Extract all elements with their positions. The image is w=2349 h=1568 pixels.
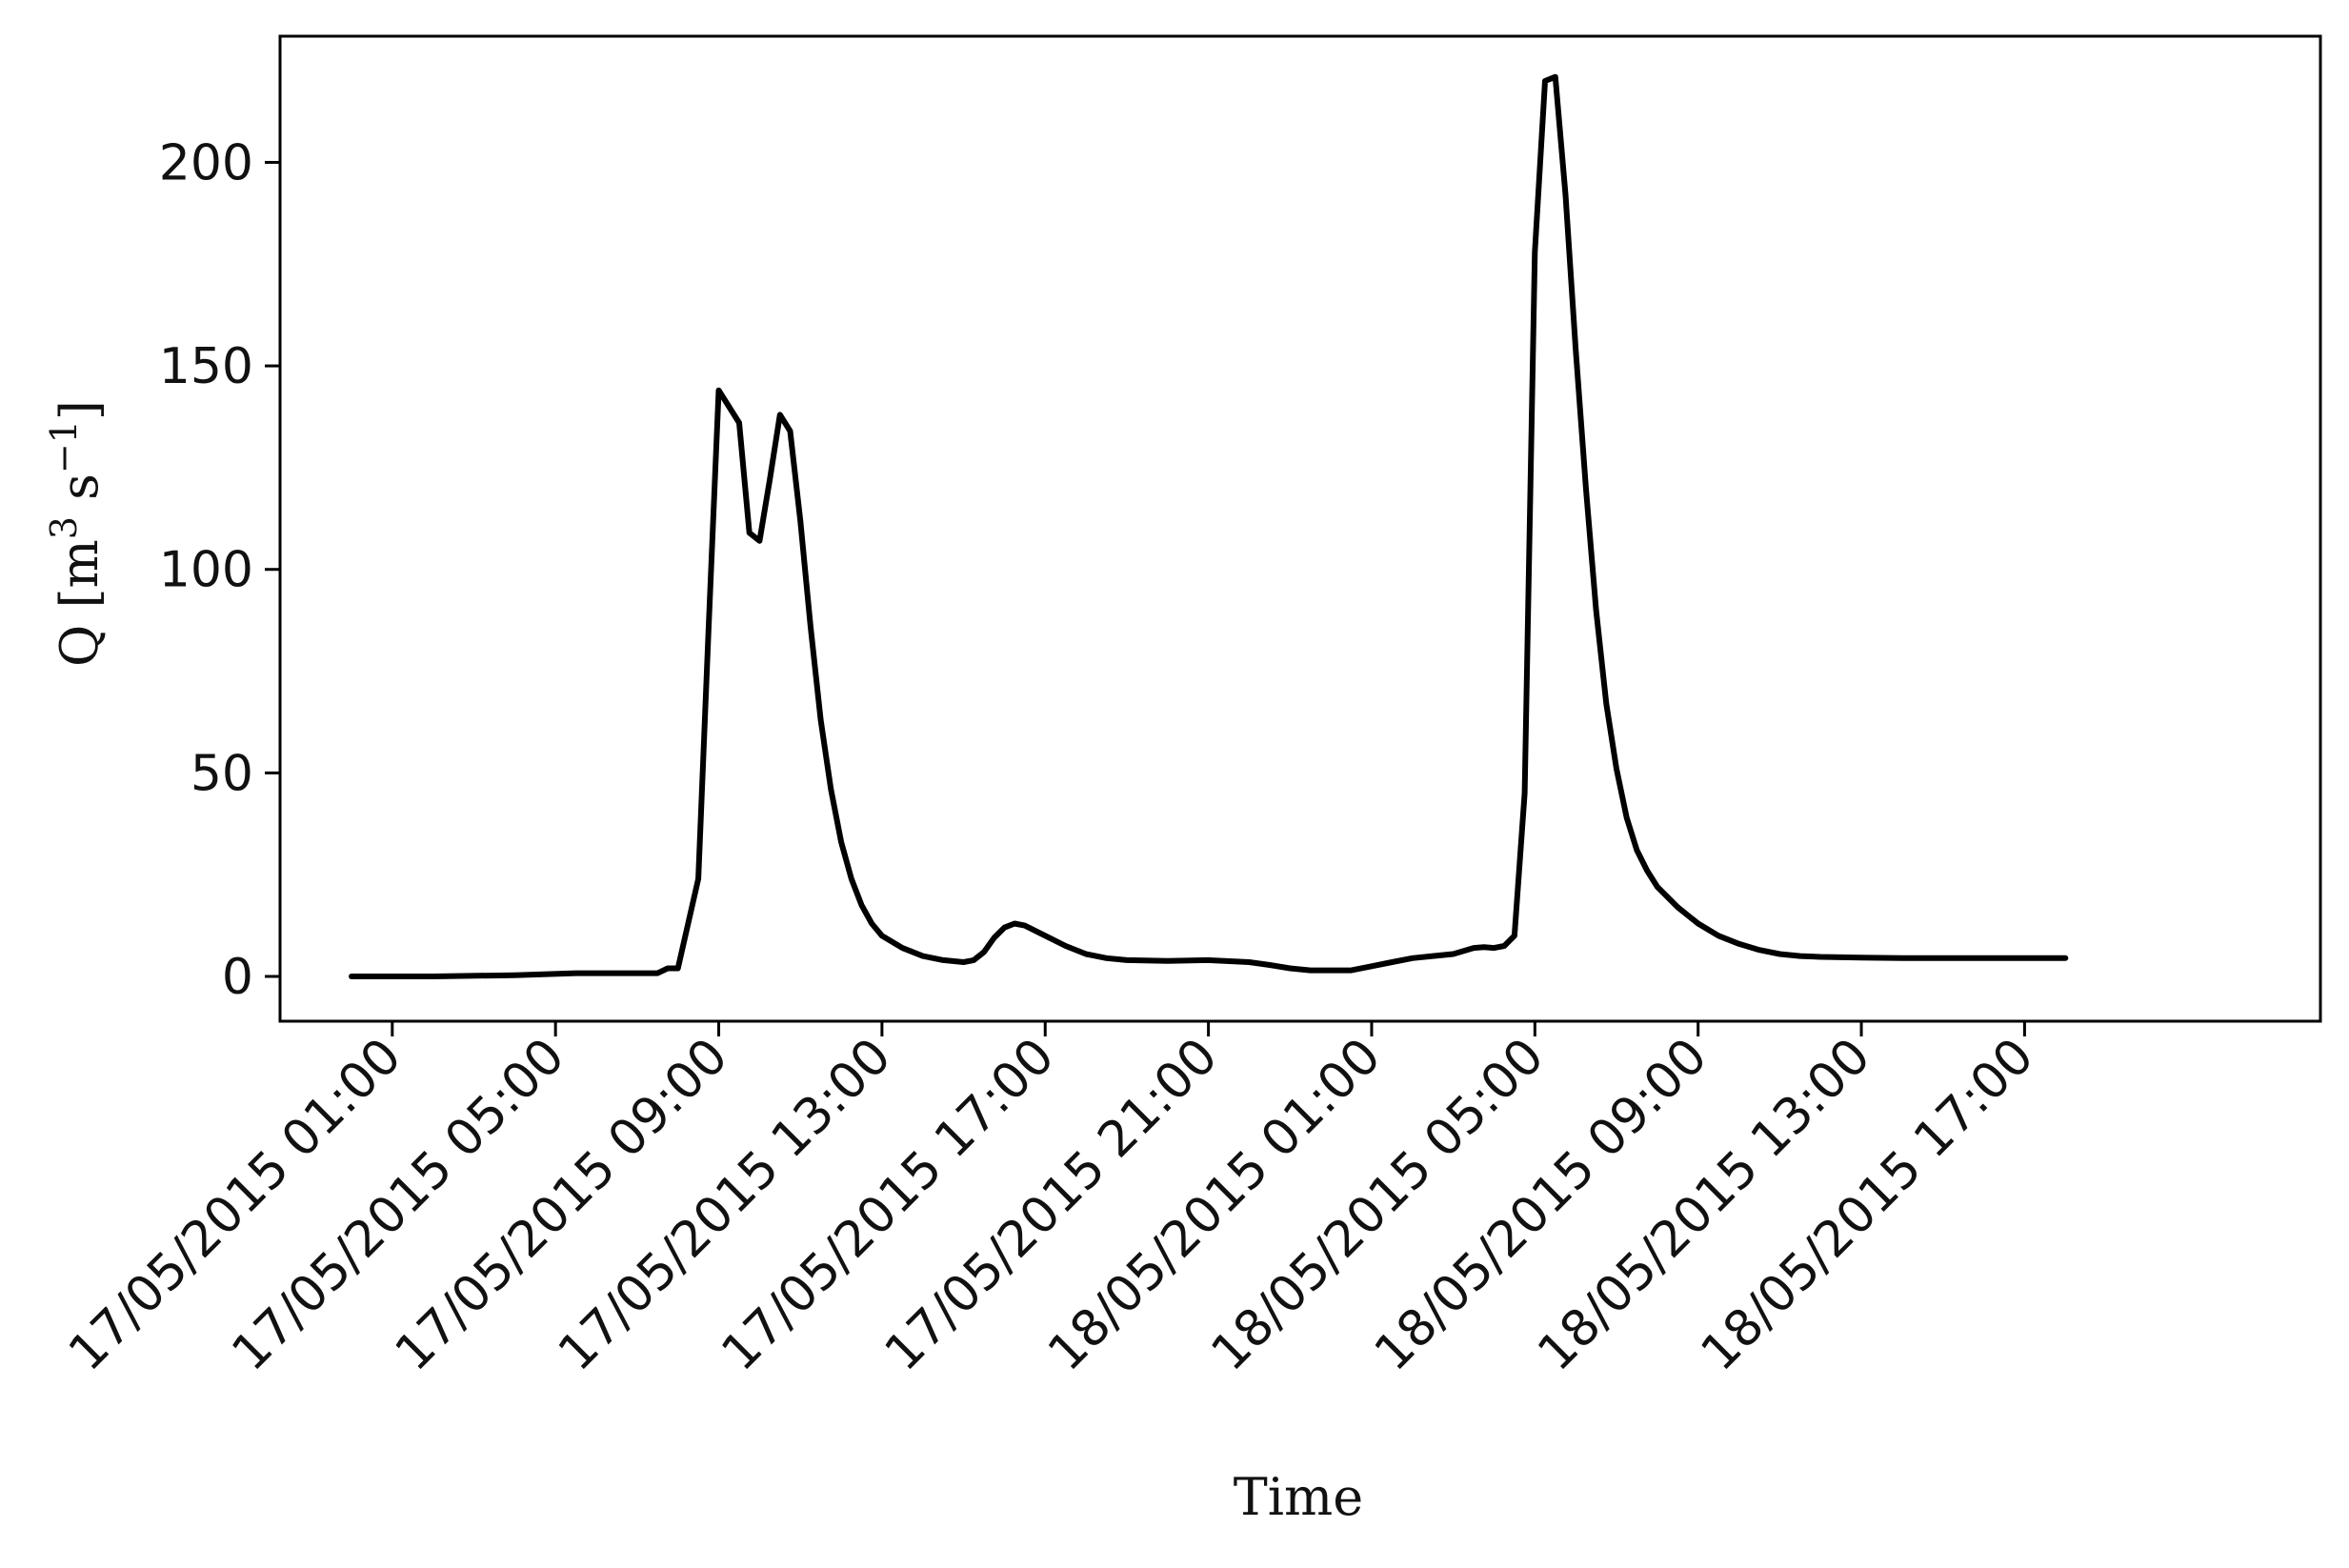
series-line — [349, 73, 2069, 979]
y-axis-title-prefix: Q [m — [50, 539, 110, 667]
x-axis-title: Time — [1234, 1467, 1363, 1527]
y-axis-title-suffix: ] — [50, 400, 110, 420]
y-axis-title: Q [m3 s−1] — [43, 400, 110, 667]
y-axis-title-mid: s — [50, 473, 110, 516]
y-tick-label: 100 — [159, 542, 253, 599]
y-axis: 0 50 100 150 200 — [159, 134, 280, 1006]
y-tick-label: 50 — [191, 745, 253, 802]
y-tick-label: 200 — [159, 134, 253, 191]
y-axis-title-sup2: −1 — [43, 420, 85, 473]
y-tick-label: 0 — [222, 949, 253, 1006]
y-tick-label: 150 — [159, 338, 253, 395]
y-axis-title-sup1: 3 — [43, 516, 85, 539]
plot-area — [278, 34, 2322, 1023]
axes-frame — [278, 34, 2322, 1023]
